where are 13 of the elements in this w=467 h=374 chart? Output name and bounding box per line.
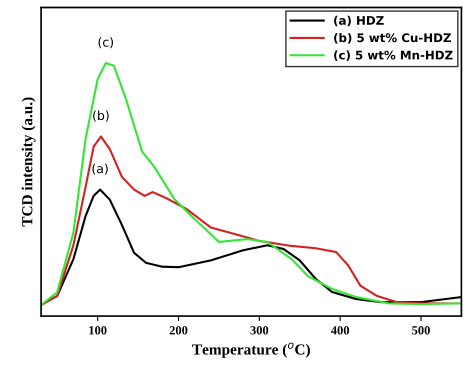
annotation: (a) [92,164,108,175]
x-tick-label: 100 [89,326,107,335]
legend-label: (a) HDZ [334,16,384,26]
x-tick-label: 500 [412,326,430,335]
x-tick-label: 200 [170,326,188,335]
x-tick-label: 300 [250,326,268,335]
y-axis-title: TCD intensity (a.u.) [22,97,36,226]
legend-label: (c) 5 wt% Mn-HDZ [334,50,453,61]
annotation: (b) [93,110,109,122]
legend-label: (b) 5 wt% Cu-HDZ [334,33,451,44]
x-axis-title: Temperature ($^{o}$C) [192,342,310,358]
x-tick-label: 400 [330,326,350,335]
annotation: (c) [98,37,113,48]
